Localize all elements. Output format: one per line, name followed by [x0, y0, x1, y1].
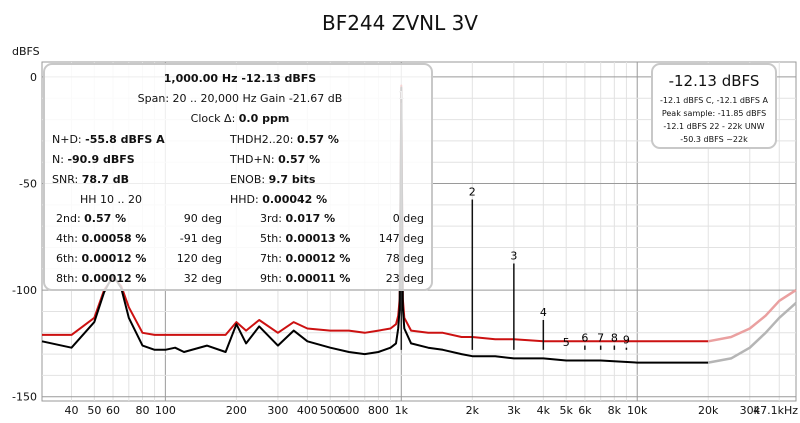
info-clock-label: Clock Δ:	[191, 112, 239, 125]
harmonic-row-left: 8th: 0.00012 %	[56, 272, 146, 285]
harmonic-row-right: 9th: 0.00011 %	[260, 272, 350, 285]
harmonic-row-left: 6th: 0.00012 %	[56, 252, 146, 265]
x-tick-label: 800	[368, 404, 389, 417]
y-tick-labels: 0 -50 -100 -150	[12, 71, 37, 404]
x-tick-label: 400	[297, 404, 318, 417]
series-line	[707, 301, 797, 364]
y-tick-label: -150	[12, 391, 37, 404]
x-tick-label: 4k	[537, 404, 551, 417]
harmonic-label: 6	[581, 332, 588, 345]
harmonic-row-left: 2nd: 0.57 %	[56, 212, 126, 225]
x-tick-label: 200	[226, 404, 247, 417]
info-metric-right: ENOB: 9.7 bits	[230, 173, 316, 186]
harmonic-row-right: 3rd: 0.017 %	[260, 212, 335, 225]
measurement-info-box: 1,000.00 Hz -12.13 dBFS Span: 20 .. 20,0…	[43, 63, 433, 291]
y-tick-label: -50	[19, 178, 37, 191]
info-span-gain: Span: 20 .. 20,000 Hz Gain -21.67 dB	[138, 92, 343, 105]
harmonic-row-phase-right: 78 deg	[386, 252, 424, 265]
info-metric-left: N: -90.9 dBFS	[52, 153, 135, 166]
x-tick-label: 20k	[698, 404, 719, 417]
x-tick-label: 300	[267, 404, 288, 417]
harmonic-row-phase-right: 23 deg	[386, 272, 424, 285]
y-axis-label: dBFS	[12, 45, 40, 58]
x-tick-label: 5k	[560, 404, 574, 417]
harmonic-row-right: 5th: 0.00013 %	[260, 232, 350, 245]
harmonic-row-phase-left: 32 deg	[184, 272, 222, 285]
x-tick-label: 47.1kHz	[753, 404, 798, 417]
harmonic-row-phase-left: 120 deg	[177, 252, 222, 265]
harmonic-label: 9	[623, 334, 630, 347]
harmonic-row-left: 4th: 0.00058 %	[56, 232, 146, 245]
x-tick-label: 10k	[627, 404, 648, 417]
x-tick-label: 100	[155, 404, 176, 417]
x-tick-label: 1k	[395, 404, 409, 417]
series-line	[41, 86, 709, 364]
info-clock-value: 0.0 ppm	[239, 112, 290, 125]
level-line-1: -12.1 dBFS C, -12.1 dBFS A	[660, 96, 768, 105]
level-line-4: -50.3 dBFS ~22k	[680, 135, 748, 144]
info-metric-rows: N+D: -55.8 dBFS A THDH2..20: 0.57 % N: -90…	[52, 133, 339, 206]
harmonic-row-right: 7th: 0.00012 %	[260, 252, 350, 265]
harmonic-label: 7	[597, 332, 604, 345]
level-line-3: -12.1 dBFS 22 - 22k UNW	[663, 122, 764, 131]
harmonic-row-phase-right: 147 deg	[379, 232, 424, 245]
harmonic-label: 3	[510, 249, 517, 262]
info-clock: Clock Δ: 0.0 ppm	[191, 112, 290, 125]
info-frequency-level: 1,000.00 Hz -12.13 dBFS	[164, 72, 317, 85]
harmonic-label: 8	[611, 332, 618, 345]
x-tick-label: 8k	[608, 404, 622, 417]
x-tick-label: 30k	[740, 404, 761, 417]
info-metric-right: THDH2..20: 0.57 %	[229, 133, 339, 146]
info-metric-left: HH 10 .. 20	[80, 193, 142, 206]
info-metric-left: N+D: -55.8 dBFS A	[52, 133, 165, 146]
series-line	[42, 84, 709, 343]
x-tick-label: 6k	[578, 404, 592, 417]
level-main: -12.13 dBFS	[669, 72, 760, 90]
x-tick-label: 40	[64, 404, 78, 417]
info-metric-right: HHD: 0.00042 %	[230, 193, 327, 206]
chart-title: BF244 ZVNL 3V	[322, 11, 478, 35]
x-tick-label: 60	[106, 404, 120, 417]
x-tick-label: 500	[320, 404, 341, 417]
y-tick-label: 0	[30, 71, 37, 84]
y-tick-label: -100	[12, 284, 37, 297]
series-lines	[41, 84, 797, 364]
info-metric-left: SNR: 78.7 dB	[52, 173, 129, 186]
harmonic-label: 4	[540, 306, 547, 319]
info-metric-right: THD+N: 0.57 %	[229, 153, 320, 166]
harmonic-row-phase-right: 0 deg	[393, 212, 424, 225]
x-tick-label: 2k	[466, 404, 480, 417]
harmonic-label: 5	[563, 336, 570, 349]
x-tick-label: 80	[135, 404, 149, 417]
x-tick-label: 3k	[507, 404, 521, 417]
level-line-2: Peak sample: -11.85 dBFS	[662, 109, 766, 118]
harmonic-row-phase-left: 90 deg	[184, 212, 222, 225]
x-tick-label: 600	[338, 404, 359, 417]
harmonic-row-phase-left: -91 deg	[180, 232, 222, 245]
level-readout-box: -12.13 dBFS -12.1 dBFS C, -12.1 dBFS A P…	[651, 63, 777, 149]
series-line	[707, 289, 797, 343]
info-harmonic-rows: 2nd: 0.57 % 90 deg 3rd: 0.017 % 0 deg 4th: 0…	[56, 212, 424, 285]
x-tick-label: 50	[87, 404, 101, 417]
harmonic-label: 2	[469, 186, 476, 199]
